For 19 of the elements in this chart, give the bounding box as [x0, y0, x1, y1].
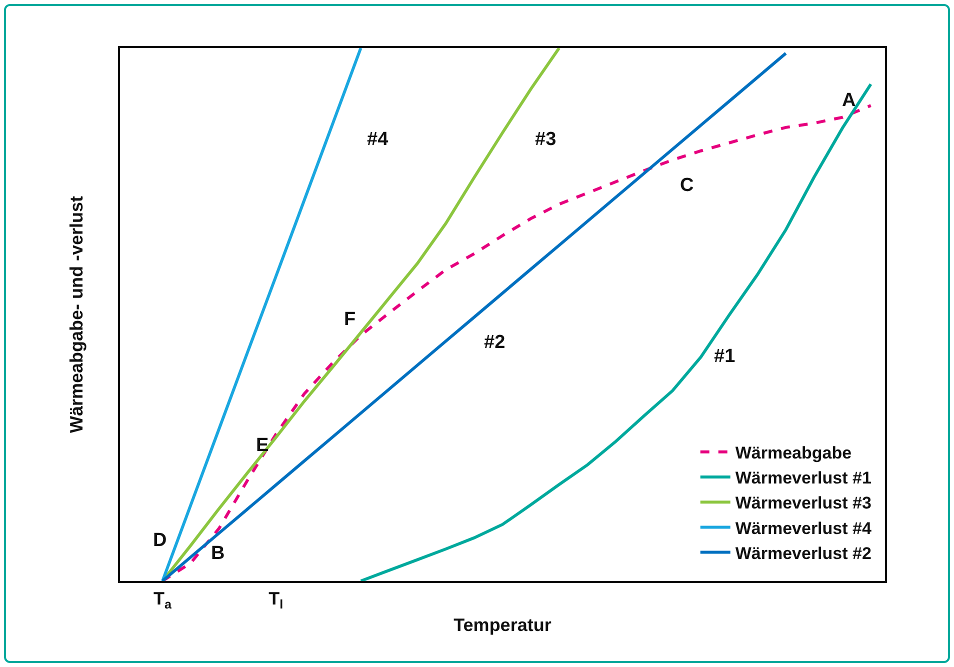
- y-axis-title: Wärmeabgabe- und -verlust: [66, 196, 87, 434]
- x-tick-label: T$_{l}$: [268, 588, 284, 612]
- annotation: D: [153, 530, 167, 551]
- legend-label: Wärmeverlust #1: [735, 468, 872, 488]
- legend-label: Wärmeverlust #4: [735, 518, 872, 538]
- annotation: B: [211, 543, 225, 564]
- annotation: #3: [535, 129, 556, 150]
- annotation: A: [842, 90, 856, 111]
- x-axis-title: Temperatur: [454, 614, 552, 635]
- legend-label: Wärmeverlust #2: [735, 544, 872, 563]
- annotation: #2: [484, 332, 506, 353]
- annotation: #4: [367, 129, 389, 150]
- legend-label: Wärmeabgabe: [735, 444, 852, 463]
- annotation: F: [344, 309, 356, 330]
- annotation: E: [256, 435, 269, 456]
- x-tick-label: T$_{a}$: [153, 588, 172, 612]
- annotation: #1: [714, 346, 736, 367]
- legend-label: Wärmeverlust #3: [735, 494, 872, 513]
- annotation: C: [680, 175, 694, 196]
